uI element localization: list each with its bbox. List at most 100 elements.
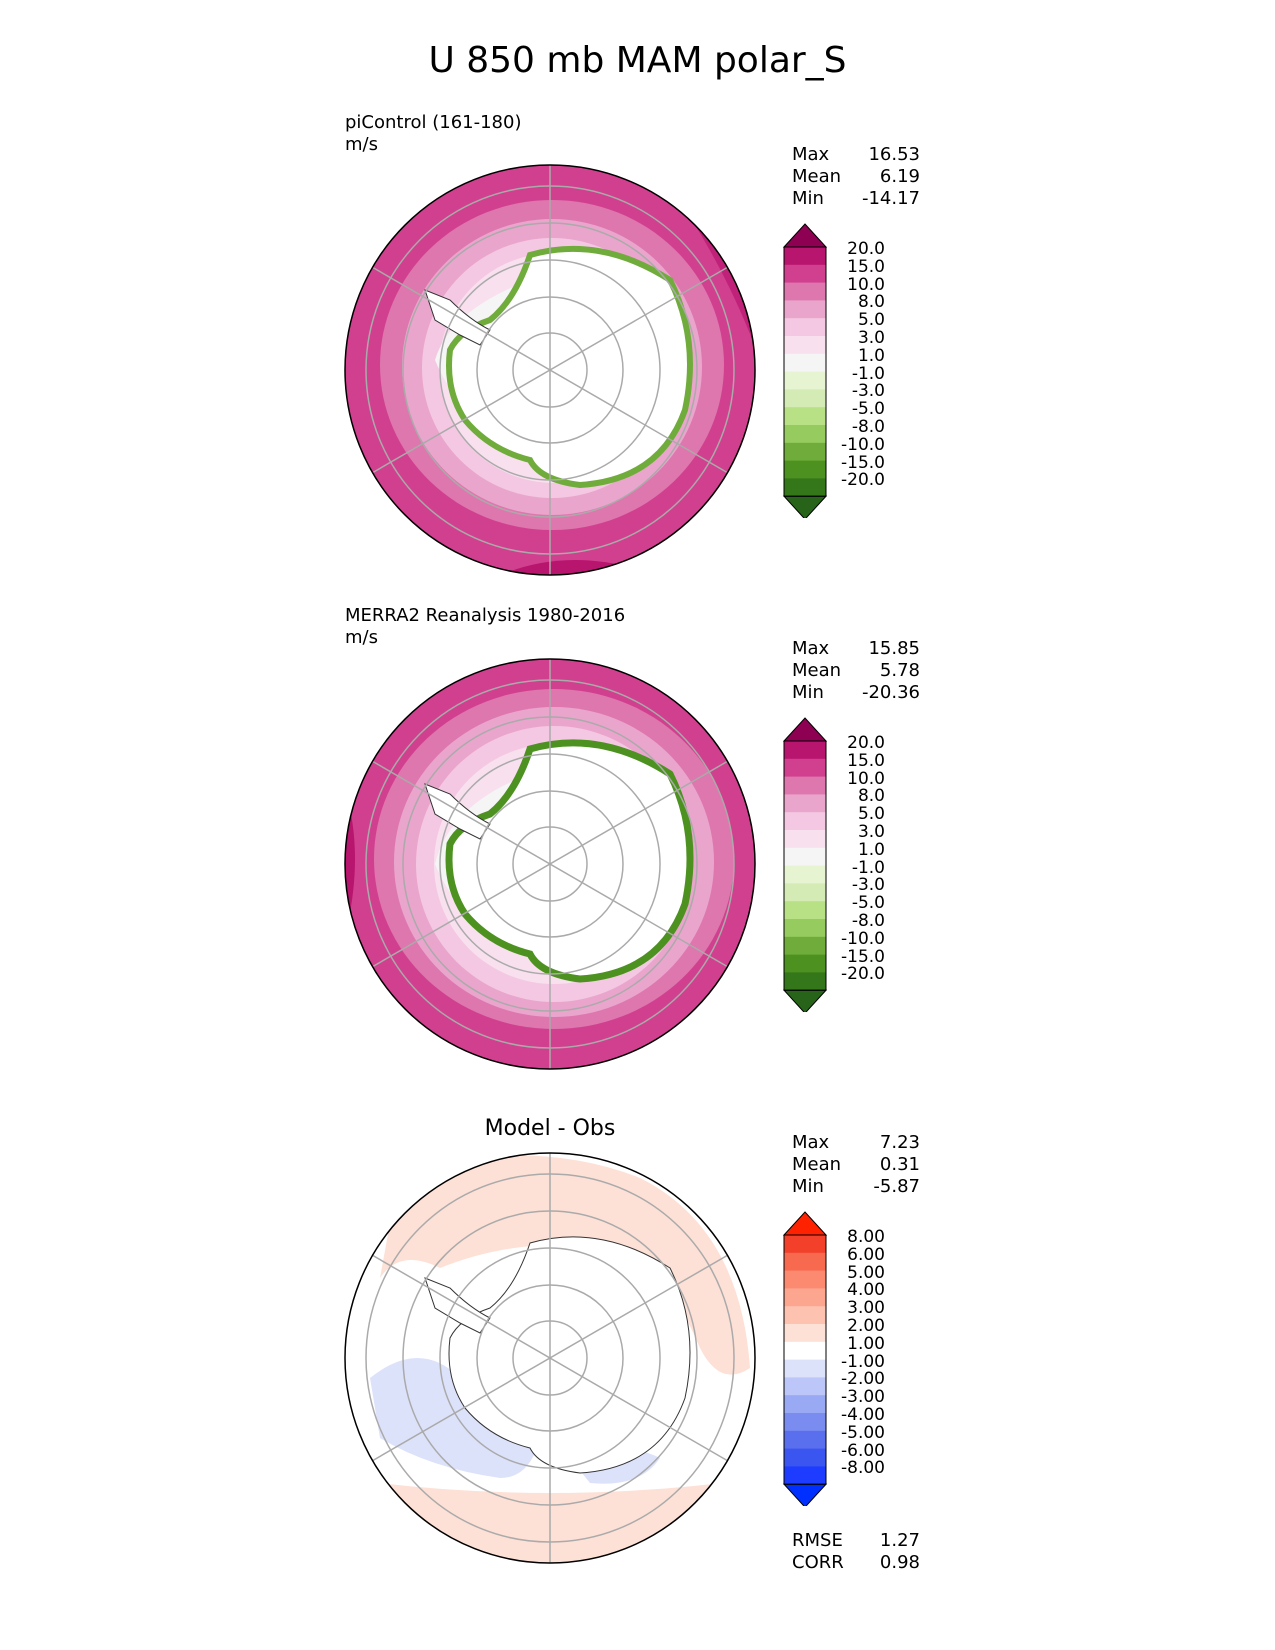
colorbar-tick-label: 3.00: [847, 1298, 885, 1319]
colorbar-tick-label: -10.0: [841, 928, 885, 949]
colorbar-tick-label: 3.0: [857, 821, 885, 842]
panel3-min-label: Min: [792, 1176, 824, 1197]
colorbar-tick-label: 15.0: [847, 750, 885, 771]
colorbar-tick-label: -1.0: [851, 857, 885, 878]
colorbar-tick-label: 15.0: [847, 256, 885, 277]
colorbar-segment: [784, 936, 826, 956]
colorbar-segment: [784, 478, 826, 497]
colorbar-tick-label: -15.0: [841, 946, 885, 967]
colorbar-segment: [784, 1395, 826, 1414]
colorbar-tick-label: -8.0: [851, 910, 885, 931]
colorbar-tick-label: 20.0: [847, 733, 885, 753]
colorbar-segment: [784, 282, 826, 301]
panel1-min-value: -14.17: [861, 188, 920, 209]
panel3-colorbar: [782, 1211, 828, 1506]
colorbar-tick-label: -15.0: [841, 452, 885, 473]
colorbar-segment: [784, 865, 826, 884]
colorbar-segment: [784, 1270, 826, 1289]
colorbar-tick-label: 10.0: [847, 274, 885, 295]
colorbar-tick-label: -1.0: [851, 363, 885, 384]
panel1-mean-value: 6.19: [879, 166, 920, 187]
colorbar-segment: [784, 830, 826, 849]
colorbar-extend-min: [782, 1483, 828, 1506]
panel2-max-value: 15.85: [868, 638, 920, 659]
panel2-label: MERRA2 Reanalysis 1980-2016 m/s: [345, 605, 625, 649]
colorbar-tick-label: -5.0: [851, 399, 885, 420]
colorbar-tick-label: 5.00: [847, 1262, 885, 1283]
panel1-colorbar: [782, 223, 828, 518]
colorbar-segment: [784, 336, 826, 355]
colorbar-segment: [784, 1430, 826, 1450]
colorbar-tick-label: -2.00: [841, 1369, 885, 1390]
colorbar-segment: [784, 1288, 826, 1307]
panel3-max-label: Max: [792, 1132, 830, 1153]
panel1-max-label: Max: [792, 144, 830, 165]
colorbar-tick-label: -1.00: [841, 1351, 885, 1372]
panel2-mean-value: 5.78: [879, 660, 920, 681]
colorbar-segment: [784, 264, 826, 284]
colorbar-frame: [783, 1234, 827, 1485]
colorbar-extend-min: [782, 495, 828, 518]
colorbar-segment: [784, 318, 826, 337]
rmse-label: RMSE: [792, 1530, 843, 1551]
colorbar-tick-label: -3.0: [851, 875, 885, 896]
colorbar-tick-label: 1.0: [857, 839, 885, 860]
panel2-max-label: Max: [792, 638, 830, 659]
colorbar-segment: [784, 1448, 826, 1467]
panel1-polar-map: [344, 164, 756, 576]
corr-value: 0.98: [879, 1552, 920, 1573]
colorbar-segment: [784, 1235, 826, 1254]
panel3-max-value: 7.23: [879, 1132, 920, 1153]
panel1-mean-label: Mean: [792, 166, 842, 187]
colorbar-tick-label: 10.0: [847, 768, 885, 789]
colorbar-tick-label: -6.00: [841, 1440, 885, 1461]
colorbar-tick-label: 8.0: [857, 292, 885, 313]
colorbar-extend-max: [782, 223, 828, 248]
colorbar-tick-label: 20.0: [847, 239, 885, 259]
colorbar-tick-label: -3.00: [841, 1387, 885, 1408]
corr-label: CORR: [792, 1552, 844, 1573]
panel1-label: piControl (161-180) m/s: [345, 112, 521, 156]
colorbar-tick-label: -10.0: [841, 434, 885, 455]
panel2-units: m/s: [345, 627, 378, 648]
panel2-colorbar-labels: 20.0 15.0 10.0 8.0 5.0 3.0 1.0 -1.0 -3.0 -5.0 -8.0…: [840, 733, 885, 984]
colorbar-segment: [784, 972, 826, 991]
colorbar-tick-label: -4.00: [841, 1404, 885, 1425]
panel1-units: m/s: [345, 134, 378, 155]
colorbar-segment: [784, 901, 826, 920]
colorbar-extend-max: [782, 717, 828, 742]
colorbar-tick-label: -3.0: [851, 381, 885, 402]
colorbar-segment: [784, 741, 826, 760]
colorbar-tick-label: 1.00: [847, 1333, 885, 1354]
panel2-min-label: Min: [792, 682, 824, 703]
colorbar-segment: [784, 460, 826, 479]
colorbar-segment: [784, 776, 826, 795]
panel3-stats: Max 7.23 Mean 0.31 Min -5.87: [792, 1132, 920, 1198]
colorbar-segment: [784, 758, 826, 778]
colorbar-tick-label: -5.00: [841, 1422, 885, 1443]
colorbar-segment: [784, 353, 826, 373]
colorbar-segment: [784, 442, 826, 462]
rmse-value: 1.27: [879, 1530, 920, 1551]
colorbar-frame: [783, 246, 827, 497]
colorbar-segment: [784, 919, 826, 938]
colorbar-tick-label: 6.00: [847, 1244, 885, 1265]
colorbar-segment: [784, 247, 826, 266]
colorbar-segment: [784, 883, 826, 902]
colorbar-segment: [784, 389, 826, 408]
panel1-colorbar-labels: 20.0 15.0 10.0 8.0 5.0 3.0 1.0 -1.0 -3.0 -5.0 -8.0…: [840, 239, 885, 490]
panel3-mean-label: Mean: [792, 1154, 842, 1175]
colorbar-tick-label: -8.0: [851, 416, 885, 437]
colorbar-segment: [784, 1252, 826, 1272]
colorbar-tick-label: 8.00: [847, 1227, 885, 1247]
colorbar-segment: [784, 371, 826, 390]
colorbar-segment: [784, 847, 826, 867]
panel3-metrics: RMSE 1.27 CORR 0.98: [792, 1530, 920, 1574]
colorbar-segment: [784, 1341, 826, 1361]
colorbar-segment: [784, 1324, 826, 1343]
colorbar-segment: [784, 407, 826, 426]
colorbar-segment: [784, 1359, 826, 1378]
panel3-min-value: -5.87: [873, 1176, 920, 1197]
colorbar-segment: [784, 1306, 826, 1325]
figure-title: U 850 mb MAM polar_S: [428, 40, 847, 81]
